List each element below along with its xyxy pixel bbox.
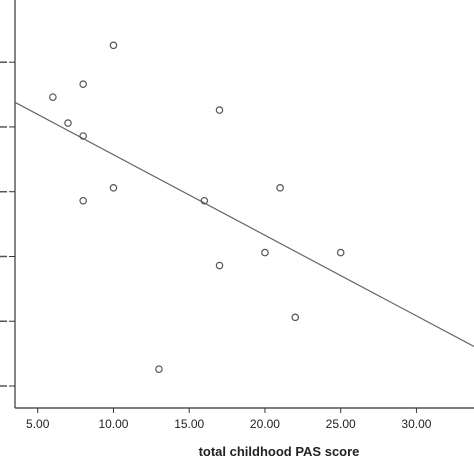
y-axis-ticks bbox=[0, 61, 15, 387]
x-axis-title: total childhood PAS score bbox=[199, 444, 360, 459]
x-tick-label: 15.00 bbox=[174, 417, 204, 431]
regression-line-group bbox=[14, 101, 474, 348]
data-points bbox=[49, 41, 345, 373]
data-point bbox=[64, 119, 72, 127]
regression-line bbox=[14, 101, 474, 348]
x-tick-label: 20.00 bbox=[250, 417, 280, 431]
data-point bbox=[49, 93, 57, 101]
data-point bbox=[215, 261, 224, 270]
data-point bbox=[155, 365, 163, 373]
data-point bbox=[109, 41, 118, 50]
data-point bbox=[200, 196, 209, 205]
data-point bbox=[215, 106, 224, 114]
x-tick-label: 10.00 bbox=[98, 417, 128, 431]
data-point bbox=[291, 313, 300, 322]
x-tick-label: 30.00 bbox=[401, 417, 431, 431]
data-point bbox=[336, 248, 345, 257]
data-point bbox=[261, 248, 269, 257]
data-point bbox=[276, 184, 284, 192]
data-point bbox=[79, 196, 87, 205]
data-point bbox=[109, 184, 118, 192]
data-point bbox=[79, 132, 87, 140]
data-point bbox=[79, 80, 87, 88]
x-axis-ticks: 5.00 10.00 15.00 20.00 25.00 30.00 bbox=[26, 408, 432, 431]
x-tick-label: 25.00 bbox=[326, 417, 356, 431]
x-tick-label: 5.00 bbox=[26, 417, 50, 431]
